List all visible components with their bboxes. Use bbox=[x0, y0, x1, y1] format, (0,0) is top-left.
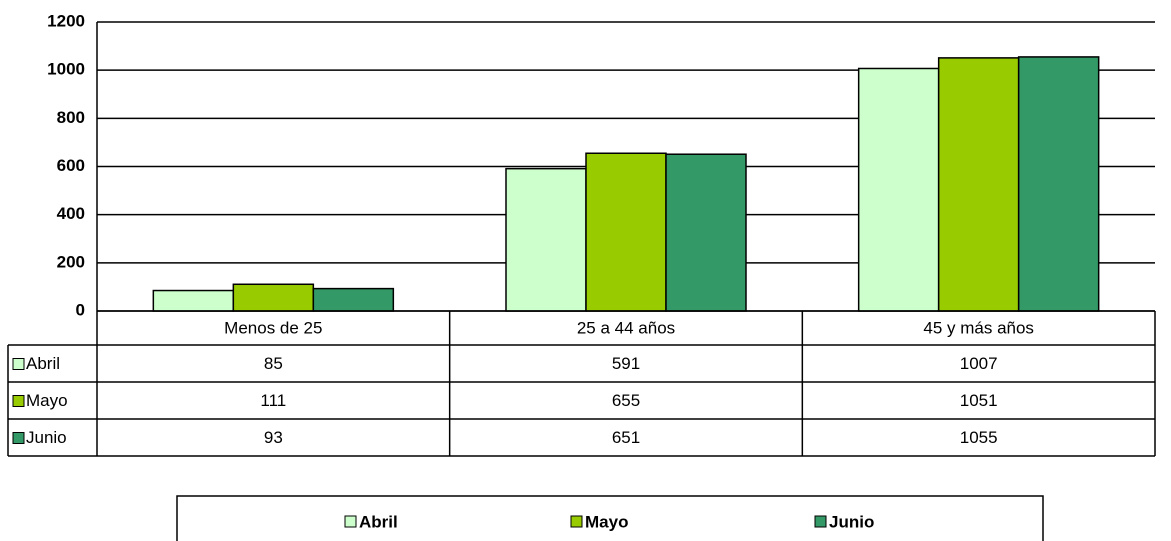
y-tick-label: 200 bbox=[57, 252, 85, 271]
bar bbox=[312, 287, 395, 312]
legend-label: Junio bbox=[829, 512, 874, 531]
y-tick-label: 0 bbox=[76, 300, 85, 319]
y-tick-label: 1000 bbox=[47, 60, 85, 79]
table-cell: 1007 bbox=[960, 354, 998, 373]
table-cell: 85 bbox=[264, 354, 283, 373]
table-cell: 651 bbox=[612, 428, 640, 447]
table-cell: 93 bbox=[264, 428, 283, 447]
x-tick-label: 45 y más años bbox=[923, 318, 1034, 337]
table-cell: 111 bbox=[260, 391, 286, 410]
legend-key bbox=[12, 358, 25, 370]
legend-key bbox=[344, 515, 357, 528]
y-tick-label: 1200 bbox=[47, 11, 85, 30]
x-tick-label: 25 a 44 años bbox=[577, 318, 675, 337]
table-cell: 655 bbox=[612, 391, 640, 410]
table-row-label: Abril bbox=[26, 354, 60, 373]
bar bbox=[857, 67, 940, 312]
legend-label: Abril bbox=[359, 512, 398, 531]
y-tick-label: 600 bbox=[57, 156, 85, 175]
legend-key bbox=[814, 515, 827, 528]
bar bbox=[937, 57, 1020, 312]
bar bbox=[1017, 56, 1100, 312]
table-cell: 591 bbox=[612, 354, 640, 373]
legend-box bbox=[176, 495, 1044, 541]
legend-key bbox=[570, 515, 583, 528]
table-row-label: Mayo bbox=[26, 391, 68, 410]
table-cell: 1055 bbox=[960, 428, 998, 447]
y-tick-label: 800 bbox=[57, 108, 85, 127]
bar bbox=[505, 167, 587, 312]
bar bbox=[665, 153, 747, 312]
table-row-label: Junio bbox=[26, 428, 67, 447]
legend-key bbox=[12, 395, 25, 407]
y-tick-label: 400 bbox=[57, 204, 85, 223]
legend-key bbox=[12, 432, 25, 444]
bar bbox=[152, 289, 235, 312]
legend-label: Mayo bbox=[585, 512, 628, 531]
x-tick-label: Menos de 25 bbox=[224, 318, 322, 337]
bar bbox=[585, 152, 667, 312]
table-cell: 1051 bbox=[960, 391, 998, 410]
bar bbox=[232, 283, 315, 312]
